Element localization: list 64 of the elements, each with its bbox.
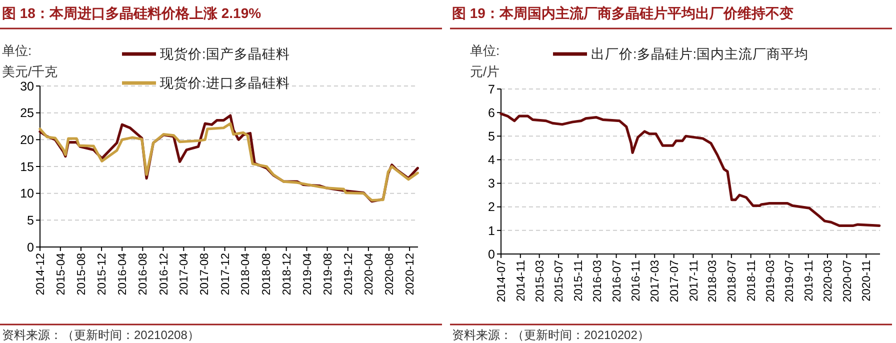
x-tick-label: 2019-03 [764,260,777,302]
x-tick-label: 2015-08 [76,253,88,296]
x-tick-label: 2014-11 [515,260,528,302]
legend-label: 出厂价:多晶硅片:国内主流厂商平均 [591,46,809,62]
y-tick-label: 5 [27,214,34,228]
y-axis-title: 单位: 美元/千克 [2,43,58,79]
x-tick-label: 2017-04 [178,252,191,296]
x-tick-label: 2019-12 [342,253,355,296]
x-tick-label: 2019-04 [302,252,314,296]
x-tick-label: 2015-07 [554,260,566,302]
x-tick-label: 2015-12 [96,253,109,296]
x-tick-label: 2020-04 [363,252,376,296]
text: 资料来源：（更新时间：20210202） [452,328,650,342]
y-tick-label: 30 [20,79,34,94]
x-tick-label: 2017-08 [199,253,212,296]
x-tick-label: 2019-07 [784,260,796,302]
x-tick-label: 2020-12 [404,253,417,296]
y-tick-label: 25 [20,106,34,120]
text: 资料来源：（更新时间：20210208） [2,328,200,342]
legend-label: 现货价:进口多晶硅料 [160,76,290,91]
x-tick-label: 2018-08 [260,253,273,296]
x-tick-label: 2017-03 [650,260,662,302]
x-tick-label: 2018-07 [726,260,738,302]
x-tick-label: 2015-11 [572,260,585,302]
x-tick-label: 2015-03 [534,260,546,302]
x-tick-label: 2016-12 [158,253,170,296]
y-tick-label: 3 [488,176,496,191]
x-tick-label: 2014-12 [35,253,48,296]
y-tick-label: 0 [488,247,496,262]
y-tick-label: 7 [488,82,496,96]
x-tick-label: 2016-03 [592,260,604,302]
y-tick-label: 4 [488,153,496,168]
y-axis-title: 单位: 元/片 [470,43,500,79]
x-tick-label: 2020-11 [861,260,874,302]
y-tick-label: 2 [488,200,496,214]
x-tick-label: 2018-04 [240,252,252,296]
x-tick-label: 2018-11 [746,260,758,302]
y-tick-label: 20 [20,133,34,148]
legend-label: 现货价:国产多晶硅料 [160,46,290,62]
x-tick-label: 2016-08 [138,253,150,296]
x-tick-label: 2014-07 [496,260,508,302]
x-tick-label: 2017-11 [688,260,700,302]
y-tick-label: 0 [27,240,34,254]
y-tick-label: 1 [488,224,496,238]
x-tick-label: 2017-12 [220,253,232,296]
x-tick-label: 2020-03 [822,260,835,302]
x-tick-label: 2019-08 [322,253,334,296]
x-tick-label: 2020-07 [842,260,854,302]
line-series [500,112,881,228]
y-tick-label: 6 [488,106,496,120]
y-tick-label: 10 [20,186,34,201]
chart-title: 图 18：本周进口多晶硅料价格上涨 2.19% [2,5,262,21]
x-tick-label: 2018-03 [707,260,720,302]
y-tick-label: 5 [488,130,496,144]
x-tick-label: 2017-07 [668,260,681,302]
x-tick-label: 2016-11 [630,260,643,302]
x-tick-label: 2020-08 [384,253,396,296]
x-tick-label: 2016-07 [611,260,624,302]
x-tick-label: 2015-04 [55,252,68,296]
chart-title: 图 19：本周国内主流厂商多晶硅片平均出厂价维持不变 [452,5,794,21]
x-tick-label: 2016-04 [117,252,130,296]
x-tick-label: 2018-12 [281,253,294,296]
x-tick-label: 2019-11 [803,260,816,302]
y-tick-label: 15 [20,160,34,174]
